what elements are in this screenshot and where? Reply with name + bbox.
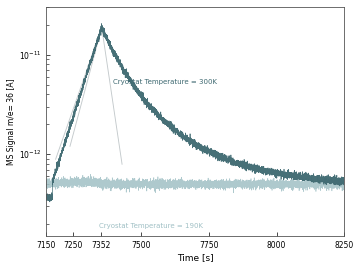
X-axis label: Time [s]: Time [s] (177, 253, 214, 262)
Text: Cryostat Temperature = 300K: Cryostat Temperature = 300K (113, 79, 217, 86)
Text: Cryostat Temperature = 190K: Cryostat Temperature = 190K (99, 223, 203, 229)
Y-axis label: MS Signal m/e= 36 [A]: MS Signal m/e= 36 [A] (7, 78, 16, 165)
